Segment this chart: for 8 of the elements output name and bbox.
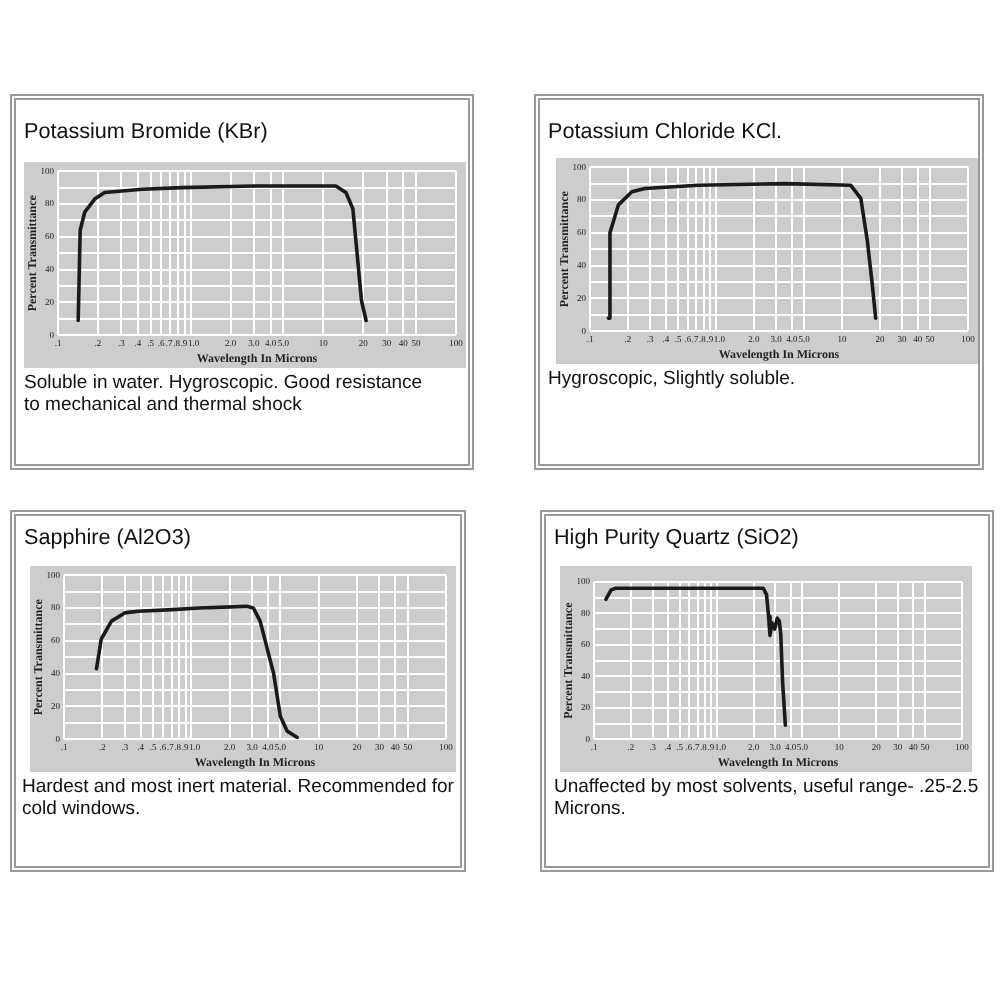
text: Hardest and most inert material. Recommended for cold windows. [22,776,456,820]
chart-title: High Purity Quartz (SiO2) [554,526,799,550]
text: Soluble in water. Hygroscopic. Good resistance to mechanical and thermal shock [24,372,425,416]
chart-title: Sapphire (Al2O3) [24,526,191,550]
text: Hygroscopic, Slightly soluble. [548,368,798,390]
text: Unaffected by most solvents, useful range- .25-2.5 Microns. [554,776,981,820]
chart-title: Potassium Chloride KCl. [548,120,783,144]
chart-title: Potassium Bromide (KBr) [24,120,268,144]
